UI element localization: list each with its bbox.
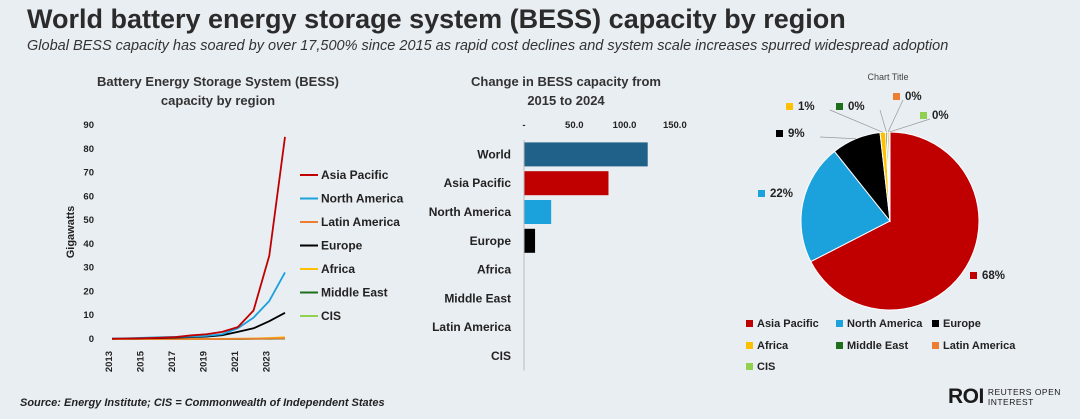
bar-category-label: CIS bbox=[491, 349, 511, 363]
logo-line-2: INTEREST bbox=[987, 397, 1034, 407]
y-tick-label: 90 bbox=[83, 120, 94, 131]
pie-legend-swatch bbox=[746, 320, 753, 327]
pie-data-label: 22% bbox=[770, 188, 793, 200]
x-tick-label: 2021 bbox=[230, 350, 241, 372]
pie-legend-label: Africa bbox=[757, 340, 789, 352]
pie-legend-label: Asia Pacific bbox=[757, 318, 819, 330]
pie-legend-label: CIS bbox=[757, 361, 775, 373]
pie-legend-swatch bbox=[932, 342, 939, 349]
pie-leader-line bbox=[887, 99, 904, 133]
pie-title: Chart Title bbox=[867, 72, 908, 82]
x-tick-label: 2023 bbox=[261, 351, 272, 372]
legend-label: Europe bbox=[321, 239, 363, 253]
pie-leader-line bbox=[829, 109, 883, 133]
y-tick-label: 0 bbox=[89, 334, 94, 345]
pie-data-label: 68% bbox=[982, 270, 1005, 282]
source-note: Source: Energy Institute; CIS = Commonwe… bbox=[20, 397, 385, 409]
y-tick-label: 50 bbox=[83, 215, 94, 226]
legend-label: Africa bbox=[321, 262, 355, 276]
x-tick-label: 2013 bbox=[104, 351, 115, 372]
y-tick-label: 70 bbox=[83, 168, 94, 179]
pie-legend-swatch bbox=[746, 363, 753, 370]
bar-world bbox=[524, 142, 648, 167]
pie-label-swatch bbox=[970, 272, 977, 279]
page-subtitle: Global BESS capacity has soared by over … bbox=[27, 38, 949, 54]
roi-logo: ROI REUTERS OPEN INTEREST bbox=[948, 385, 1061, 409]
bar-chart-title-1: Change in BESS capacity from bbox=[471, 74, 661, 89]
bar-chart: Change in BESS capacity from 2015 to 2024… bbox=[429, 74, 687, 371]
bar-north-america bbox=[524, 200, 552, 224]
bar-chart-title-2: 2015 to 2024 bbox=[527, 93, 605, 108]
line-chart-title-2: capacity by region bbox=[161, 93, 275, 108]
logo-mark: ROI bbox=[948, 385, 984, 408]
pie-slice-north-america bbox=[800, 150, 891, 263]
y-tick-label: 80 bbox=[83, 144, 94, 155]
x-tick-label: 150.0 bbox=[663, 120, 687, 131]
pie-leader-line bbox=[819, 136, 856, 140]
series-line-asia-pacific bbox=[111, 136, 286, 340]
pie-data-label: 1% bbox=[798, 101, 815, 113]
pie-label-swatch bbox=[786, 103, 793, 110]
legend-label: Latin America bbox=[321, 215, 400, 229]
x-tick-label: 100.0 bbox=[613, 120, 637, 131]
logo-text: REUTERS OPEN INTEREST bbox=[988, 387, 1061, 407]
legend-label: Asia Pacific bbox=[321, 168, 389, 182]
bar-europe bbox=[524, 228, 536, 253]
y-tick-label: 60 bbox=[83, 191, 94, 202]
bar-category-label: World bbox=[477, 147, 511, 161]
pie-data-label: 0% bbox=[905, 91, 922, 103]
pie-slice-asia-pacific bbox=[810, 131, 980, 311]
x-tick-label: - bbox=[522, 120, 525, 131]
line-chart-title-1: Battery Energy Storage System (BESS) bbox=[97, 74, 339, 89]
line-chart: Battery Energy Storage System (BESS) capa… bbox=[65, 74, 404, 372]
pie-legend-label: Europe bbox=[943, 318, 981, 330]
x-tick-label: 50.0 bbox=[565, 120, 584, 131]
pie-leader-line bbox=[889, 118, 931, 133]
pie-legend-swatch bbox=[746, 342, 753, 349]
pie-legend-swatch bbox=[836, 342, 843, 349]
bar-category-label: Europe bbox=[470, 234, 512, 248]
x-tick-label: 2019 bbox=[198, 351, 209, 372]
y-tick-label: 40 bbox=[83, 239, 94, 250]
pie-label-swatch bbox=[893, 93, 900, 100]
pie-data-label: 0% bbox=[932, 110, 949, 122]
legend-label: Middle East bbox=[321, 286, 388, 300]
pie-label-swatch bbox=[920, 112, 927, 119]
pie-label-swatch bbox=[836, 103, 843, 110]
bar-category-label: Asia Pacific bbox=[444, 176, 512, 190]
bar-category-label: Middle East bbox=[444, 291, 511, 305]
pie-data-label: 0% bbox=[848, 101, 865, 113]
pie-legend-label: Latin America bbox=[943, 340, 1016, 352]
pie-legend-swatch bbox=[836, 320, 843, 327]
bar-category-label: North America bbox=[429, 205, 512, 219]
page-title: World battery energy storage system (BES… bbox=[27, 4, 846, 34]
pie-chart: Chart Title 68% 22% 9% 1% 0% 0% 0% Asia Pacific N… bbox=[746, 72, 1016, 373]
pie-legend-label: Middle East bbox=[847, 340, 908, 352]
pie-label-swatch bbox=[776, 130, 783, 137]
pie-label-swatch bbox=[758, 190, 765, 197]
x-tick-label: 2015 bbox=[135, 350, 146, 372]
pie-legend-swatch bbox=[932, 320, 939, 327]
bar-category-label: Africa bbox=[477, 263, 511, 277]
pie-legend-label: North America bbox=[847, 318, 923, 330]
bar-asia-pacific bbox=[524, 171, 609, 196]
series-line-north-america bbox=[111, 271, 286, 340]
bar-category-label: Latin America bbox=[432, 320, 511, 334]
legend-label: North America bbox=[321, 192, 404, 206]
y-tick-label: 10 bbox=[83, 310, 94, 321]
pie-data-label: 9% bbox=[788, 128, 805, 140]
x-tick-label: 2017 bbox=[167, 351, 178, 372]
y-axis-label: Gigawatts bbox=[65, 206, 77, 259]
pie-leader-line bbox=[879, 109, 887, 133]
y-tick-label: 30 bbox=[83, 263, 94, 274]
logo-line-1: REUTERS OPEN bbox=[987, 387, 1061, 397]
legend-label: CIS bbox=[321, 309, 341, 323]
y-tick-label: 20 bbox=[83, 286, 94, 297]
